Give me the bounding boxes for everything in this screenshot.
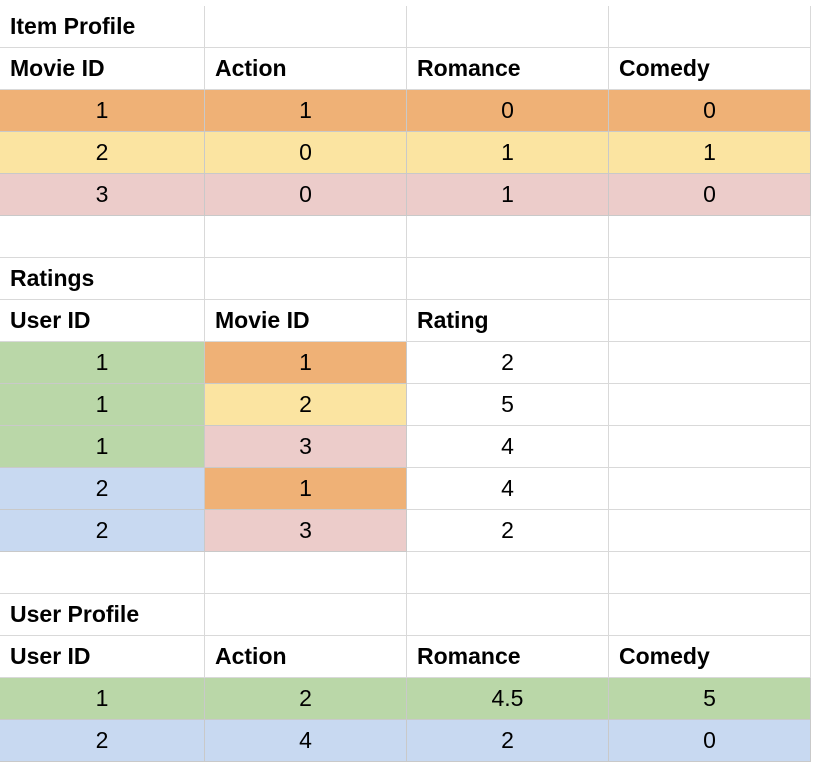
value-cell[interactable]: 0 (205, 174, 407, 216)
header-cell[interactable]: User Profile (0, 594, 205, 636)
empty-cell[interactable] (609, 384, 811, 426)
empty-cell[interactable] (609, 552, 811, 594)
empty-cell[interactable] (205, 594, 407, 636)
header-cell[interactable]: Ratings (0, 258, 205, 300)
value-cell[interactable]: 4 (407, 426, 609, 468)
empty-cell[interactable] (609, 510, 811, 552)
header-cell[interactable]: Romance (407, 48, 609, 90)
empty-cell[interactable] (0, 552, 205, 594)
value-cell[interactable]: 1 (407, 132, 609, 174)
value-cell[interactable]: 1 (0, 678, 205, 720)
empty-cell[interactable] (609, 468, 811, 510)
value-cell[interactable]: 3 (205, 510, 407, 552)
value-cell[interactable]: 3 (205, 426, 407, 468)
value-cell[interactable]: 0 (609, 90, 811, 132)
value-cell[interactable]: 2 (0, 132, 205, 174)
empty-cell[interactable] (205, 6, 407, 48)
header-cell[interactable]: Movie ID (205, 300, 407, 342)
header-cell[interactable]: Rating (407, 300, 609, 342)
empty-cell[interactable] (0, 216, 205, 258)
value-cell[interactable]: 0 (609, 174, 811, 216)
value-cell[interactable]: 3 (0, 174, 205, 216)
value-cell[interactable]: 0 (407, 90, 609, 132)
empty-cell[interactable] (609, 6, 811, 48)
header-cell[interactable]: Action (205, 636, 407, 678)
value-cell[interactable]: 1 (0, 426, 205, 468)
value-cell[interactable]: 2 (0, 468, 205, 510)
header-cell[interactable]: Romance (407, 636, 609, 678)
value-cell[interactable]: 2 (205, 678, 407, 720)
empty-cell[interactable] (407, 216, 609, 258)
empty-cell[interactable] (609, 300, 811, 342)
value-cell[interactable]: 1 (609, 132, 811, 174)
empty-cell[interactable] (407, 6, 609, 48)
value-cell[interactable]: 1 (0, 384, 205, 426)
header-cell[interactable]: User ID (0, 300, 205, 342)
value-cell[interactable]: 2 (407, 342, 609, 384)
empty-cell[interactable] (609, 342, 811, 384)
value-cell[interactable]: 1 (407, 174, 609, 216)
header-cell[interactable]: Action (205, 48, 407, 90)
empty-cell[interactable] (609, 258, 811, 300)
value-cell[interactable]: 2 (0, 720, 205, 762)
header-cell[interactable]: Movie ID (0, 48, 205, 90)
empty-cell[interactable] (609, 216, 811, 258)
value-cell[interactable]: 4.5 (407, 678, 609, 720)
empty-cell[interactable] (205, 552, 407, 594)
value-cell[interactable]: 0 (609, 720, 811, 762)
value-cell[interactable]: 2 (407, 510, 609, 552)
header-cell[interactable]: Item Profile (0, 6, 205, 48)
empty-cell[interactable] (609, 594, 811, 636)
value-cell[interactable]: 5 (609, 678, 811, 720)
header-cell[interactable]: Comedy (609, 48, 811, 90)
value-cell[interactable]: 1 (205, 468, 407, 510)
value-cell[interactable]: 4 (407, 468, 609, 510)
empty-cell[interactable] (205, 216, 407, 258)
value-cell[interactable]: 2 (0, 510, 205, 552)
value-cell[interactable]: 1 (0, 342, 205, 384)
header-cell[interactable]: User ID (0, 636, 205, 678)
header-cell[interactable]: Comedy (609, 636, 811, 678)
empty-cell[interactable] (205, 258, 407, 300)
value-cell[interactable]: 1 (205, 342, 407, 384)
value-cell[interactable]: 2 (205, 384, 407, 426)
value-cell[interactable]: 4 (205, 720, 407, 762)
value-cell[interactable]: 1 (0, 90, 205, 132)
value-cell[interactable]: 2 (407, 720, 609, 762)
value-cell[interactable]: 0 (205, 132, 407, 174)
empty-cell[interactable] (609, 426, 811, 468)
value-cell[interactable]: 5 (407, 384, 609, 426)
empty-cell[interactable] (407, 552, 609, 594)
value-cell[interactable]: 1 (205, 90, 407, 132)
empty-cell[interactable] (407, 594, 609, 636)
empty-cell[interactable] (407, 258, 609, 300)
